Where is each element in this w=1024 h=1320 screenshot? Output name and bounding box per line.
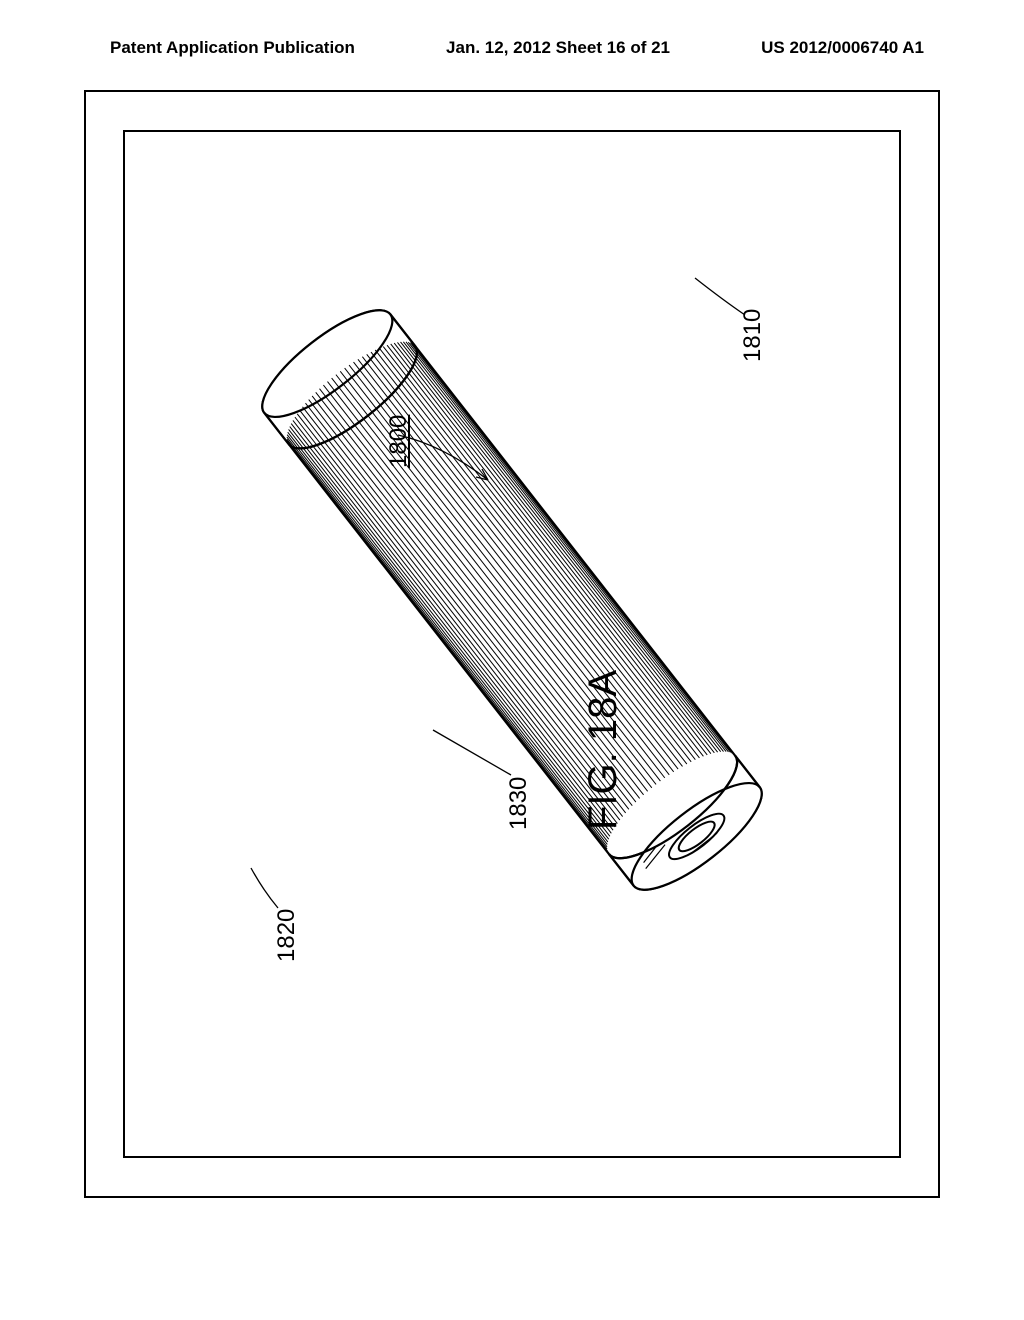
- figure-svg: [123, 130, 901, 1158]
- header-center: Jan. 12, 2012 Sheet 16 of 21: [446, 38, 670, 58]
- page-header: Patent Application Publication Jan. 12, …: [0, 38, 1024, 58]
- drawing-area: 1800 1810 1830 1820 FIG. 18A: [123, 130, 901, 1158]
- ref-1800: 1800: [385, 415, 413, 468]
- header-left: Patent Application Publication: [110, 38, 355, 58]
- figure-title: FIG. 18A: [581, 670, 626, 830]
- ref-1830: 1830: [505, 777, 533, 830]
- ref-1820: 1820: [273, 909, 301, 962]
- ref-1810: 1810: [739, 309, 767, 362]
- page: Patent Application Publication Jan. 12, …: [0, 0, 1024, 1320]
- header-right: US 2012/0006740 A1: [761, 38, 924, 58]
